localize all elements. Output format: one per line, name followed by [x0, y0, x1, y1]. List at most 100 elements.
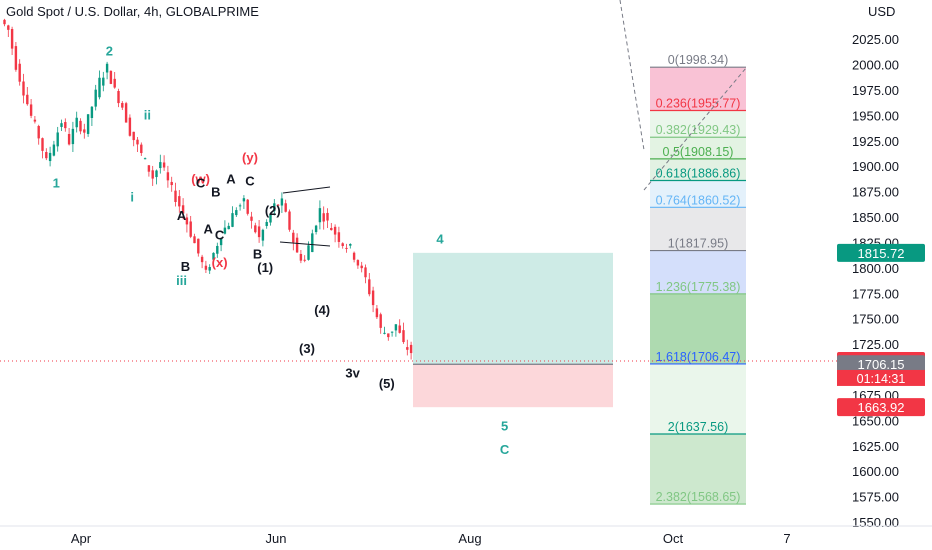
candle-body	[292, 232, 295, 243]
fib-band	[650, 250, 746, 294]
candle-body	[299, 253, 303, 261]
fib-level-label: 0.618(1886.86)	[656, 167, 741, 181]
y-tick-label: 1575.00	[852, 490, 899, 505]
candle-body	[352, 252, 356, 260]
candle-body	[121, 102, 124, 108]
candle-body	[155, 170, 158, 178]
wave-label: (4)	[314, 303, 330, 318]
wave-label: (3)	[299, 341, 315, 356]
fib-level-label: 0.764(1860.52)	[656, 193, 741, 207]
y-tick-label: 1925.00	[852, 134, 899, 149]
wave-label: C	[196, 176, 206, 191]
candle-body	[56, 132, 59, 147]
candle-body	[79, 120, 82, 132]
candle-body	[356, 260, 360, 266]
fib-band	[650, 158, 746, 181]
candle-body	[223, 227, 227, 234]
fib-band	[650, 137, 746, 159]
wave-label: (2)	[265, 203, 281, 218]
wave-label: A	[177, 208, 187, 223]
candle-body	[60, 123, 63, 127]
wave-label: C	[245, 173, 255, 188]
x-tick-label: Jun	[266, 531, 287, 546]
x-tick-label: Aug	[458, 531, 481, 546]
candle-body	[162, 162, 166, 168]
x-tick-label: Oct	[663, 531, 684, 546]
axis-currency: USD	[868, 4, 895, 19]
wave-label: C	[215, 227, 225, 242]
candle-body	[75, 117, 78, 128]
candle-body	[41, 138, 44, 151]
candle-body	[246, 199, 249, 214]
candle-body	[140, 144, 143, 154]
candle-body	[178, 196, 181, 207]
wave-label: (x)	[212, 255, 228, 270]
fib-band	[650, 293, 746, 364]
candle-body	[337, 232, 341, 242]
y-tick-label: 1600.00	[852, 464, 899, 479]
y-tick-label: 1625.00	[852, 439, 899, 454]
candle-body	[288, 211, 291, 230]
candle-body	[231, 213, 234, 227]
x-tick-label: Apr	[71, 531, 92, 546]
candle-body	[314, 225, 318, 233]
candle-body	[390, 331, 394, 333]
wave-label: (5)	[379, 376, 395, 391]
candle-body	[102, 77, 105, 86]
price-tag-label: 1663.92	[858, 400, 905, 415]
candle-body	[235, 210, 238, 216]
candle-body	[387, 333, 390, 338]
candle-body	[333, 226, 337, 235]
candle-body	[18, 63, 21, 82]
wave-label: ii	[144, 107, 151, 122]
candle-body	[64, 122, 67, 129]
candle-body	[166, 172, 170, 181]
candle-body	[349, 243, 352, 246]
candle-body	[409, 344, 413, 354]
trendline-bottom	[279, 241, 331, 247]
candle-body	[132, 131, 135, 141]
fib-level-label: 0.5(1908.15)	[663, 145, 734, 159]
candle-body	[181, 205, 185, 214]
candle-body	[364, 267, 367, 278]
candle-body	[193, 236, 196, 244]
candle-body	[7, 25, 10, 30]
candle-body	[124, 103, 128, 123]
price-tag-label: 1815.72	[858, 246, 905, 261]
wave-label: A	[226, 171, 236, 186]
fib-level-label: 1.618(1706.47)	[656, 350, 741, 364]
wave-label: B	[181, 259, 190, 274]
y-tick-label: 1800.00	[852, 261, 899, 276]
candle-body	[227, 225, 230, 230]
candle-body	[143, 158, 147, 160]
y-tick-label: 1725.00	[852, 337, 899, 352]
candle-body	[29, 104, 33, 116]
candle-body	[276, 204, 280, 206]
candle-body	[379, 314, 382, 328]
candle-body	[295, 237, 299, 253]
y-tick-label: 2000.00	[852, 58, 899, 73]
candle-body	[250, 216, 253, 221]
candle-body	[208, 267, 211, 271]
wave-label: i	[130, 190, 134, 205]
x-tick-label: 7	[783, 531, 790, 546]
candle-body	[219, 238, 223, 246]
candle-body	[22, 81, 25, 96]
candle-body	[345, 247, 348, 249]
countdown-label: 01:14:31	[857, 372, 906, 386]
chart-title: Gold Spot / U.S. Dollar, 4h, GLOBALPRIME	[6, 4, 259, 19]
y-tick-label: 1650.00	[852, 413, 899, 428]
candle-body	[147, 165, 151, 172]
wave-label: B	[253, 247, 262, 262]
fib-band	[650, 67, 746, 111]
wave-label: C	[500, 442, 510, 457]
position-loss-zone	[413, 364, 613, 408]
fib-band	[650, 110, 746, 138]
candle-body	[185, 217, 189, 225]
candle-body	[322, 213, 325, 222]
candle-body	[303, 259, 306, 261]
fib-diagonal-line	[643, 67, 747, 191]
candle-body	[52, 144, 56, 156]
